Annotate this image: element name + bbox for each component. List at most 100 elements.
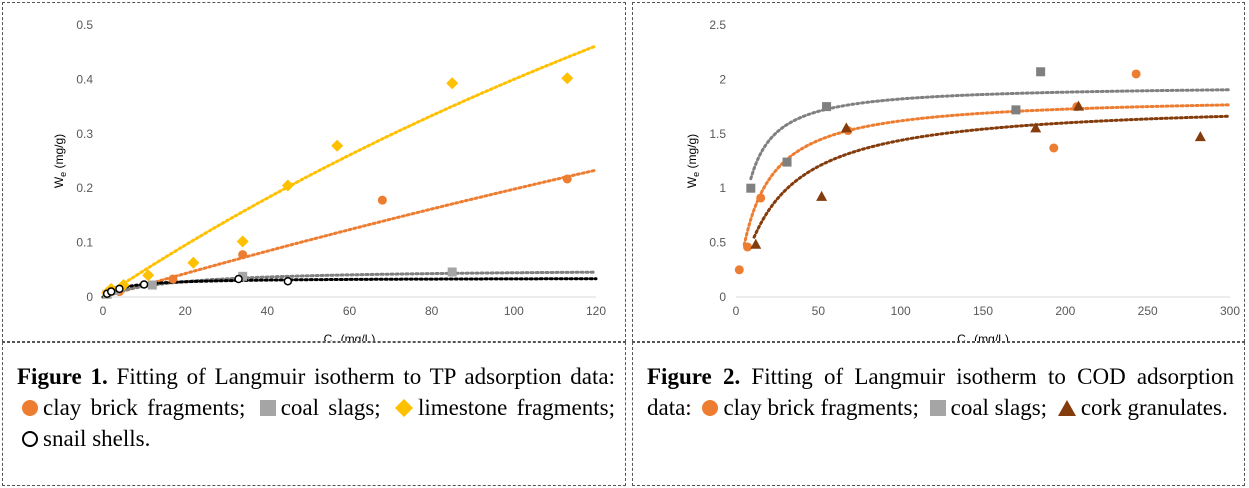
data-point bbox=[377, 195, 387, 205]
x-axis-label-unit: (mg/L) bbox=[337, 332, 375, 341]
caption-item: clay brick fragments; bbox=[723, 395, 919, 420]
y-tick-label: 0.5 bbox=[76, 18, 93, 32]
data-point bbox=[1030, 122, 1042, 133]
data-point bbox=[734, 265, 744, 275]
data-point bbox=[840, 122, 852, 133]
caption-item: coal slags; bbox=[950, 395, 1048, 420]
y-axis-label: We (mg/g) bbox=[52, 134, 68, 188]
caption-item: coal slags; bbox=[280, 395, 381, 420]
x-tick-label: 20 bbox=[178, 304, 192, 318]
y-tick-label: 2.5 bbox=[709, 18, 726, 32]
data-point bbox=[1036, 67, 1046, 77]
caption-text: Fitting of Langmuir isotherm to COD adso… bbox=[647, 364, 1234, 420]
figure-1-panel: 0 20 40 60 80 100 120 0 0.1 0.2 0.3 0.4 0.5 Ce (mg/L)… bbox=[2, 2, 626, 342]
y-axis-label-unit: (mg/g) bbox=[52, 134, 66, 172]
data-point bbox=[238, 271, 248, 281]
x-tick-label: 0 bbox=[733, 304, 740, 318]
data-point bbox=[234, 274, 243, 284]
gray-square-icon bbox=[259, 400, 276, 417]
x-tick-label: 100 bbox=[504, 304, 524, 318]
y-tick-label: 0.5 bbox=[709, 236, 726, 250]
y-tick-label: 0 bbox=[86, 290, 93, 304]
y-tick-label: 0.3 bbox=[76, 127, 93, 141]
langmuir-fit-line bbox=[752, 114, 1232, 239]
y-axis-label-unit: (mg/g) bbox=[685, 134, 699, 172]
y-tick-label: 0.1 bbox=[76, 236, 93, 250]
y-axis-label-main: W bbox=[685, 176, 699, 188]
orange-circle-icon bbox=[702, 400, 719, 417]
y-tick-label: 1.5 bbox=[709, 127, 726, 141]
y-tick-label: 0.2 bbox=[76, 181, 93, 195]
langmuir-fit-line bbox=[101, 168, 598, 299]
caption-text: Fitting of Langmuir isotherm to TP adsor… bbox=[107, 364, 615, 389]
x-tick-label: 80 bbox=[425, 304, 439, 318]
x-tick-label: 50 bbox=[812, 304, 826, 318]
x-tick-label: 250 bbox=[1138, 304, 1158, 318]
x-axis-label-sub: e bbox=[332, 338, 337, 341]
data-point bbox=[561, 72, 574, 85]
caption-item: clay brick fragments; bbox=[43, 395, 246, 420]
yellow-diamond-icon bbox=[394, 399, 413, 418]
data-point bbox=[236, 235, 249, 248]
orange-circle-icon bbox=[22, 400, 38, 417]
data-point bbox=[106, 287, 116, 296]
data-point bbox=[238, 250, 248, 260]
y-axis-label: We (mg/g) bbox=[685, 134, 701, 188]
caption-label: Figure 2. bbox=[647, 364, 741, 389]
y-axis-label-sub: e bbox=[691, 172, 701, 177]
data-point bbox=[750, 238, 762, 249]
y-axis-label-main: W bbox=[52, 176, 66, 188]
x-axis-label-unit: (mg/L) bbox=[971, 332, 1009, 341]
data-point bbox=[1049, 143, 1059, 153]
x-axis-label: Ce (mg/L) bbox=[324, 332, 376, 341]
data-point bbox=[115, 284, 124, 294]
x-tick-label: 40 bbox=[261, 304, 275, 318]
data-point bbox=[147, 280, 157, 290]
figure-1-chart: 0 20 40 60 80 100 120 0 0.1 0.2 0.3 0.4 0.5 Ce (mg/L)… bbox=[52, 18, 606, 341]
data-point bbox=[187, 256, 200, 269]
caption-item: limestone fragments; bbox=[417, 395, 616, 420]
data-point bbox=[756, 193, 766, 203]
x-tick-label: 120 bbox=[586, 304, 606, 318]
caption-item: cork granulates. bbox=[1080, 395, 1228, 420]
data-point bbox=[1011, 105, 1021, 115]
data-point bbox=[1073, 100, 1085, 111]
gray-square-icon bbox=[929, 400, 946, 417]
data-point bbox=[1131, 69, 1141, 79]
open-circle-icon bbox=[22, 431, 38, 448]
caption-label: Figure 1. bbox=[17, 364, 108, 389]
figure-2-panel: 0 50 100 150 200 250 300 0 0.5 1 1.5 2 2.5 Ce (mg/L) W… bbox=[632, 2, 1245, 342]
x-tick-label: 300 bbox=[1220, 304, 1240, 318]
y-tick-label: 1 bbox=[719, 181, 726, 195]
figure-2-caption: Figure 2. Fitting of Langmuir isotherm t… bbox=[632, 342, 1245, 486]
brown-triangle-icon bbox=[1057, 400, 1076, 417]
langmuir-fit-line bbox=[742, 103, 1232, 247]
data-point bbox=[447, 267, 457, 277]
x-tick-label: 100 bbox=[891, 304, 911, 318]
data-point bbox=[1194, 131, 1206, 142]
data-point bbox=[331, 139, 344, 152]
data-point bbox=[446, 77, 459, 90]
data-point bbox=[816, 190, 828, 201]
data-point bbox=[562, 174, 572, 184]
data-point bbox=[142, 269, 155, 282]
y-tick-label: 0.4 bbox=[76, 72, 93, 86]
x-axis-label: Ce (mg/L) bbox=[957, 332, 1009, 341]
x-tick-label: 150 bbox=[973, 304, 993, 318]
data-point bbox=[746, 183, 756, 193]
x-axis-label-main: C bbox=[957, 332, 966, 341]
data-point bbox=[822, 102, 832, 112]
data-point bbox=[168, 274, 178, 284]
data-point bbox=[782, 157, 792, 167]
figure-2-chart: 0 50 100 150 200 250 300 0 0.5 1 1.5 2 2.5 Ce (mg/L) W… bbox=[685, 18, 1240, 341]
langmuir-fit-line bbox=[101, 44, 598, 299]
x-tick-label: 60 bbox=[343, 304, 357, 318]
langmuir-fit-line bbox=[101, 277, 598, 299]
x-tick-label: 200 bbox=[1055, 304, 1075, 318]
data-point bbox=[283, 276, 293, 286]
x-axis-label-sub: e bbox=[966, 338, 971, 341]
caption-item: snail shells. bbox=[43, 426, 151, 451]
y-tick-label: 2 bbox=[719, 72, 726, 86]
y-axis-label-sub: e bbox=[58, 172, 68, 177]
figure-1-caption: Figure 1. Fitting of Langmuir isotherm t… bbox=[2, 342, 626, 486]
